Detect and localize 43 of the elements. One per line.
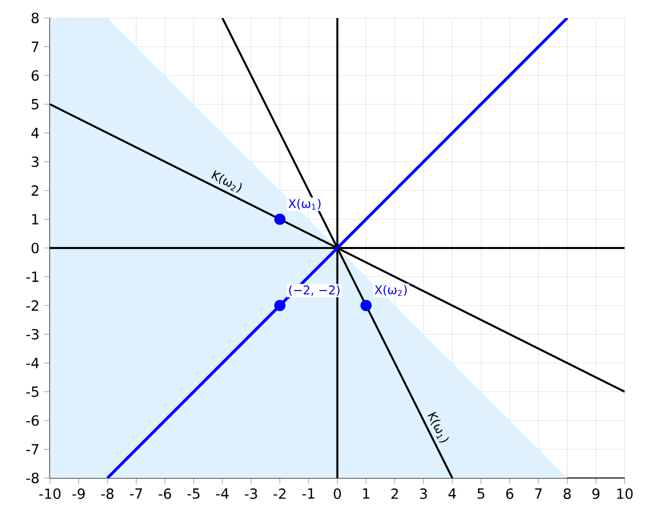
y-tick-label: -8 [26, 472, 39, 484]
x-tick-label: -9 [72, 488, 85, 499]
x-tick-label: -6 [158, 488, 172, 499]
y-tick-label: -7 [26, 444, 38, 454]
x-tick-label: -10 [39, 488, 60, 499]
y-tick-label: -2 [26, 300, 38, 311]
x-tick-label: 4 [448, 488, 456, 499]
y-tick-label: -6 [26, 415, 39, 426]
y-tick-label: -5 [26, 386, 38, 397]
annotation: X(ω$_{2}$) [374, 284, 407, 296]
y-tick-label: 0 [32, 242, 39, 254]
y-tick-label: 6 [32, 70, 39, 81]
x-tick-label: 2 [391, 488, 398, 499]
x-tick-label: 3 [420, 488, 427, 499]
y-tick-label: -4 [26, 358, 39, 368]
x-tick-label: 10 [617, 488, 633, 499]
y-tick-label: -1 [26, 272, 38, 282]
y-tick-label: 8 [32, 12, 39, 24]
x-tick-label: 7 [535, 488, 542, 499]
x-tick-label: -7 [130, 488, 142, 499]
x-tick-label: 1 [363, 488, 370, 499]
y-tick-label: 1 [32, 214, 38, 224]
x-tick-label: -2 [274, 488, 286, 499]
x-tick-label: -1 [302, 488, 314, 499]
x-tick-label: 5 [478, 488, 484, 499]
x-tick-label: -3 [244, 488, 257, 499]
annotation: K(ω$_{2}$) [211, 170, 242, 193]
x-tick-label: 0 [334, 488, 341, 499]
x-tick-label: 6 [506, 488, 514, 499]
x-tick-label: 8 [564, 488, 571, 499]
y-tick-label: 4 [31, 128, 39, 138]
y-tick-label: 2 [32, 185, 38, 196]
y-tick-label: -3 [26, 328, 38, 340]
x-tick-label: 9 [592, 488, 600, 499]
x-tick-label: -8 [101, 488, 114, 499]
y-tick-label: 5 [32, 99, 38, 110]
x-tick-label: -4 [216, 488, 229, 499]
y-tick-label: 7 [32, 42, 38, 52]
annotation: K(ω$_{1}$) [428, 412, 449, 442]
y-tick-label: 3 [32, 156, 38, 168]
annotation: X(ω$_{1}$) [288, 198, 321, 210]
x-tick-label: -5 [187, 488, 200, 499]
annotation: (−2, −2) [289, 285, 340, 296]
